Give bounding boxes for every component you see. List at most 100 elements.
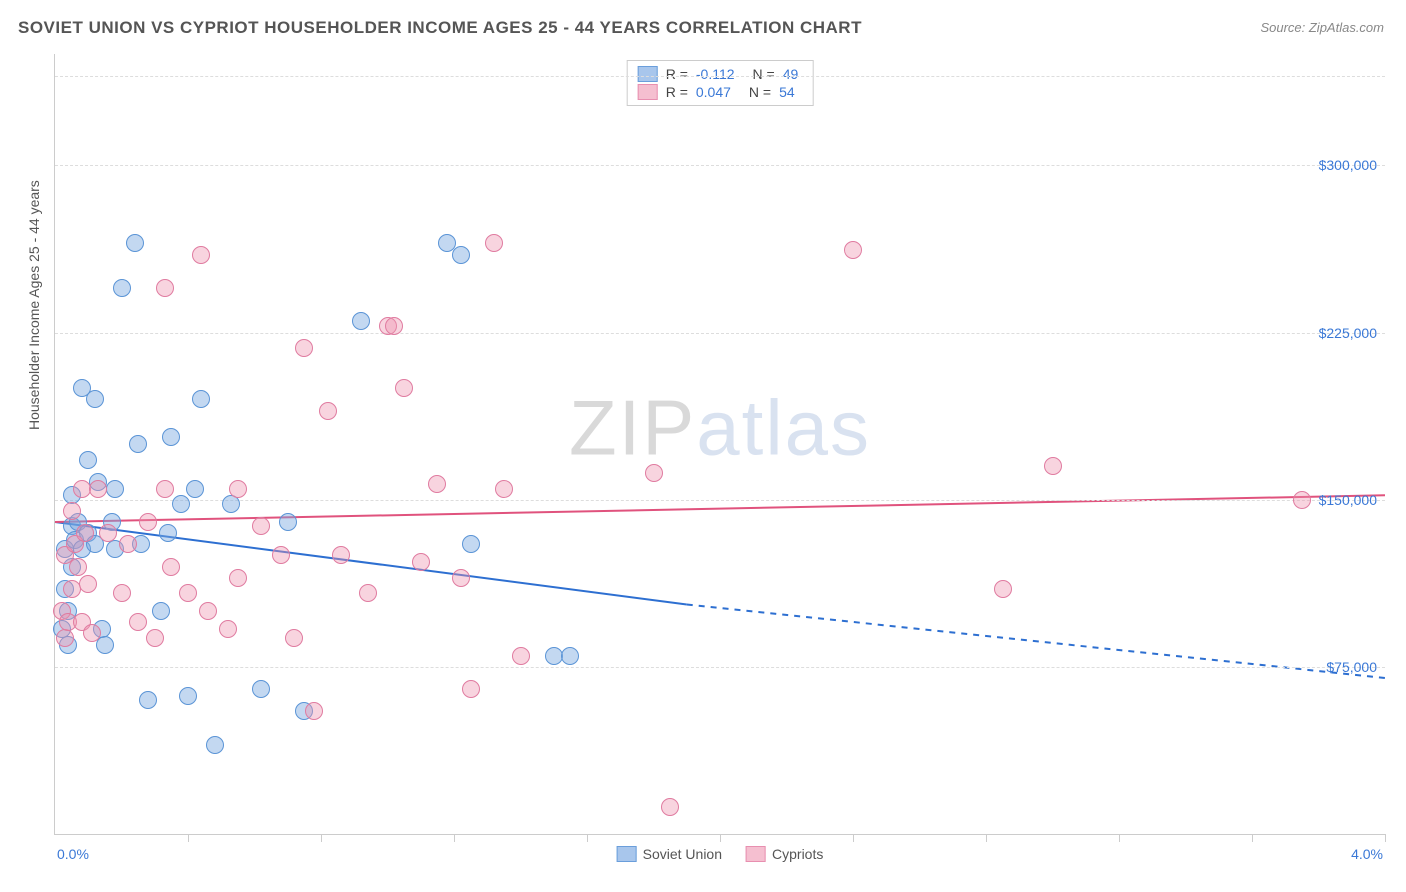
scatter-point-soviet	[126, 234, 144, 252]
scatter-point-cypriot	[73, 480, 91, 498]
scatter-point-cypriot	[661, 798, 679, 816]
x-tick	[587, 834, 588, 842]
scatter-point-cypriot	[229, 569, 247, 587]
scatter-point-cypriot	[1044, 457, 1062, 475]
scatter-point-soviet	[206, 736, 224, 754]
scatter-point-cypriot	[844, 241, 862, 259]
scatter-point-cypriot	[79, 575, 97, 593]
scatter-point-soviet	[352, 312, 370, 330]
scatter-point-cypriot	[89, 480, 107, 498]
scatter-point-cypriot	[272, 546, 290, 564]
scatter-point-cypriot	[512, 647, 530, 665]
scatter-point-soviet	[129, 435, 147, 453]
x-tick	[454, 834, 455, 842]
scatter-point-cypriot	[645, 464, 663, 482]
scatter-point-cypriot	[69, 558, 87, 576]
scatter-point-cypriot	[129, 613, 147, 631]
scatter-point-cypriot	[99, 524, 117, 542]
chart-title: SOVIET UNION VS CYPRIOT HOUSEHOLDER INCO…	[18, 18, 862, 38]
scatter-point-soviet	[222, 495, 240, 513]
scatter-point-cypriot	[83, 624, 101, 642]
trend-lines-layer	[55, 54, 1385, 834]
scatter-point-cypriot	[219, 620, 237, 638]
n-label: N =	[749, 84, 771, 100]
gridline	[55, 333, 1385, 334]
scatter-point-cypriot	[63, 580, 81, 598]
scatter-point-soviet	[86, 390, 104, 408]
x-tick	[720, 834, 721, 842]
scatter-point-cypriot	[156, 480, 174, 498]
scatter-point-cypriot	[319, 402, 337, 420]
scatter-point-cypriot	[179, 584, 197, 602]
correlation-legend: R = -0.112 N = 49 R = 0.047 N = 54	[627, 60, 814, 106]
r-label: R =	[666, 84, 688, 100]
gridline	[55, 76, 1385, 77]
source-prefix: Source:	[1260, 20, 1308, 35]
series-name-soviet: Soviet Union	[643, 846, 722, 862]
scatter-point-cypriot	[332, 546, 350, 564]
scatter-point-soviet	[252, 680, 270, 698]
x-tick	[1385, 834, 1386, 842]
scatter-point-cypriot	[359, 584, 377, 602]
scatter-point-soviet	[152, 602, 170, 620]
source-name: ZipAtlas.com	[1309, 20, 1384, 35]
scatter-point-cypriot	[156, 279, 174, 297]
gridline	[55, 165, 1385, 166]
scatter-point-cypriot	[412, 553, 430, 571]
swatch-soviet-icon	[617, 846, 637, 862]
y-tick-label: $300,000	[1319, 157, 1377, 173]
scatter-point-cypriot	[56, 629, 74, 647]
scatter-point-cypriot	[485, 234, 503, 252]
y-tick-label: $150,000	[1319, 492, 1377, 508]
n-value-cypriot: 54	[779, 84, 795, 100]
scatter-point-cypriot	[395, 379, 413, 397]
r-label: R =	[666, 66, 688, 82]
scatter-point-soviet	[192, 390, 210, 408]
x-tick	[321, 834, 322, 842]
scatter-point-cypriot	[146, 629, 164, 647]
legend-row-soviet: R = -0.112 N = 49	[638, 65, 799, 83]
scatter-point-soviet	[179, 687, 197, 705]
scatter-point-cypriot	[162, 558, 180, 576]
scatter-point-soviet	[279, 513, 297, 531]
series-name-cypriot: Cypriots	[772, 846, 823, 862]
scatter-point-soviet	[561, 647, 579, 665]
scatter-point-soviet	[79, 451, 97, 469]
x-tick	[1252, 834, 1253, 842]
scatter-point-cypriot	[63, 502, 81, 520]
r-value-cypriot: 0.047	[696, 84, 731, 100]
x-tick	[853, 834, 854, 842]
scatter-point-soviet	[172, 495, 190, 513]
scatter-point-cypriot	[139, 513, 157, 531]
y-tick-label: $225,000	[1319, 325, 1377, 341]
scatter-point-soviet	[545, 647, 563, 665]
swatch-cypriot-icon	[746, 846, 766, 862]
swatch-soviet-icon	[638, 66, 658, 82]
x-tick	[188, 834, 189, 842]
scatter-point-soviet	[186, 480, 204, 498]
chart-plot-area: ZIPatlas R = -0.112 N = 49 R = 0.047 N =…	[54, 54, 1385, 835]
scatter-point-cypriot	[229, 480, 247, 498]
scatter-point-soviet	[162, 428, 180, 446]
scatter-point-soviet	[462, 535, 480, 553]
scatter-point-soviet	[139, 691, 157, 709]
x-tick	[1119, 834, 1120, 842]
x-tick-label: 4.0%	[1351, 846, 1383, 862]
scatter-point-cypriot	[252, 517, 270, 535]
scatter-point-cypriot	[462, 680, 480, 698]
legend-item-cypriot: Cypriots	[746, 846, 823, 862]
scatter-point-cypriot	[495, 480, 513, 498]
scatter-point-cypriot	[285, 629, 303, 647]
scatter-point-soviet	[159, 524, 177, 542]
x-tick-label: 0.0%	[57, 846, 89, 862]
n-value-soviet: 49	[783, 66, 799, 82]
series-legend: Soviet Union Cypriots	[617, 846, 824, 862]
source-label: Source: ZipAtlas.com	[1260, 20, 1384, 35]
swatch-cypriot-icon	[638, 84, 658, 100]
scatter-point-cypriot	[119, 535, 137, 553]
scatter-point-soviet	[452, 246, 470, 264]
x-tick	[986, 834, 987, 842]
gridline	[55, 667, 1385, 668]
scatter-point-cypriot	[113, 584, 131, 602]
legend-row-cypriot: R = 0.047 N = 54	[638, 83, 799, 101]
